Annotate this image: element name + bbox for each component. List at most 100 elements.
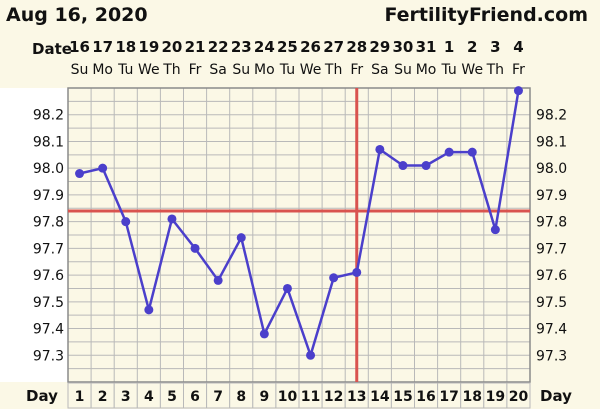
weekday-label: Tu (440, 62, 456, 78)
y-tick-label-right: 98.0 (536, 161, 567, 177)
day-number: 19 (486, 389, 505, 405)
y-tick-label-right: 97.4 (536, 322, 567, 338)
y-tick-label-right: 97.6 (536, 268, 567, 284)
y-tick-label-left: 97.5 (33, 295, 64, 311)
weekday-label: Th (162, 62, 180, 78)
day-number: 10 (278, 389, 298, 405)
date-label: 22 (208, 38, 229, 56)
day-number: 12 (324, 389, 343, 405)
date-label: 24 (254, 38, 275, 56)
day-number: 9 (259, 389, 269, 405)
date-label: 19 (138, 38, 159, 56)
weekday-label: Su (394, 62, 412, 78)
date-label: 29 (369, 38, 390, 56)
y-tick-label-right: 98.1 (536, 134, 567, 150)
y-tick-label-right: 97.7 (536, 241, 567, 257)
day-cell (506, 382, 531, 409)
temperature-point (259, 329, 269, 339)
y-tick-label-right: 97.5 (536, 295, 567, 311)
day-number: 13 (347, 389, 366, 405)
temperature-point (98, 163, 108, 173)
weekday-label: Su (232, 62, 250, 78)
date-label: 17 (92, 38, 113, 56)
y-tick-label-left: 97.7 (33, 241, 64, 257)
y-tick-label-left: 97.6 (33, 268, 64, 284)
day-number: 5 (167, 389, 177, 405)
site-name[interactable]: FertilityFriend.com (384, 4, 588, 26)
weekday-label: Tu (117, 62, 133, 78)
temperature-point (282, 283, 292, 293)
date-label: 26 (300, 38, 321, 56)
temperature-point (213, 275, 223, 285)
day-row-label-right: Day (540, 387, 572, 405)
temperature-point (490, 225, 500, 235)
date-label: 3 (490, 38, 500, 56)
y-tick-label-left: 97.4 (33, 322, 64, 338)
date-label: 31 (416, 38, 437, 56)
day-number: 6 (190, 389, 200, 405)
y-tick-label-left: 98.0 (33, 161, 64, 177)
weekday-label: Tu (279, 62, 295, 78)
header-band (0, 0, 600, 88)
right-axis-band (530, 88, 600, 382)
weekday-label: We (300, 62, 322, 78)
date-label: 18 (115, 38, 136, 56)
weekday-label: We (138, 62, 160, 78)
weekday-label: Fr (189, 62, 202, 78)
left-axis-band (0, 88, 68, 382)
chart-date: Aug 16, 2020 (6, 4, 148, 26)
temperature-point (190, 243, 200, 253)
temperature-point (329, 273, 339, 283)
day-number: 4 (144, 389, 154, 405)
temperature-point (375, 144, 385, 154)
temperature-point (421, 161, 431, 171)
date-label: 21 (185, 38, 206, 56)
date-label: 20 (162, 38, 183, 56)
day-row-label-left: Day (26, 387, 58, 405)
date-label: 16 (69, 38, 90, 56)
weekday-label: Sa (371, 62, 388, 78)
day-number: 14 (370, 389, 390, 405)
temperature-point (444, 147, 454, 157)
date-label: 23 (231, 38, 252, 56)
weekday-label: Fr (512, 62, 525, 78)
temperature-point (167, 214, 177, 224)
weekday-label: Fr (350, 62, 363, 78)
weekday-label: We (461, 62, 483, 78)
y-tick-label-right: 97.9 (536, 188, 567, 204)
temperature-point (121, 217, 131, 227)
date-label: 30 (393, 38, 414, 56)
day-number: 7 (213, 389, 223, 405)
day-number: 2 (98, 389, 108, 405)
day-number: 17 (439, 389, 458, 405)
day-number: 8 (236, 389, 246, 405)
weekday-label: Sa (209, 62, 226, 78)
date-row-label: Date (32, 40, 72, 58)
weekday-label: Su (71, 62, 89, 78)
temperature-point (236, 233, 246, 243)
day-number: 18 (463, 389, 482, 405)
y-tick-label-left: 98.1 (33, 134, 64, 150)
y-tick-label-right: 97.8 (536, 215, 567, 231)
day-number: 3 (121, 389, 131, 405)
date-label: 2 (467, 38, 477, 56)
y-tick-label-left: 98.2 (33, 108, 64, 124)
y-tick-label-right: 98.2 (536, 108, 567, 124)
weekday-label: Mo (92, 62, 113, 78)
y-tick-label-left: 97.9 (33, 188, 64, 204)
date-label: 1 (444, 38, 454, 56)
day-number: 11 (301, 389, 320, 405)
temperature-point (467, 147, 477, 157)
weekday-label: Th (324, 62, 342, 78)
date-label: 28 (346, 38, 367, 56)
temperature-point (144, 305, 154, 315)
temperature-point (306, 350, 316, 360)
day-number: 1 (75, 389, 85, 405)
y-tick-label-left: 97.3 (33, 348, 64, 364)
y-tick-label-right: 97.3 (536, 348, 567, 364)
temperature-point (75, 169, 85, 179)
weekday-label: Mo (416, 62, 437, 78)
date-label: 27 (323, 38, 344, 56)
plot-frame (67, 87, 531, 383)
temperature-point (352, 267, 362, 277)
